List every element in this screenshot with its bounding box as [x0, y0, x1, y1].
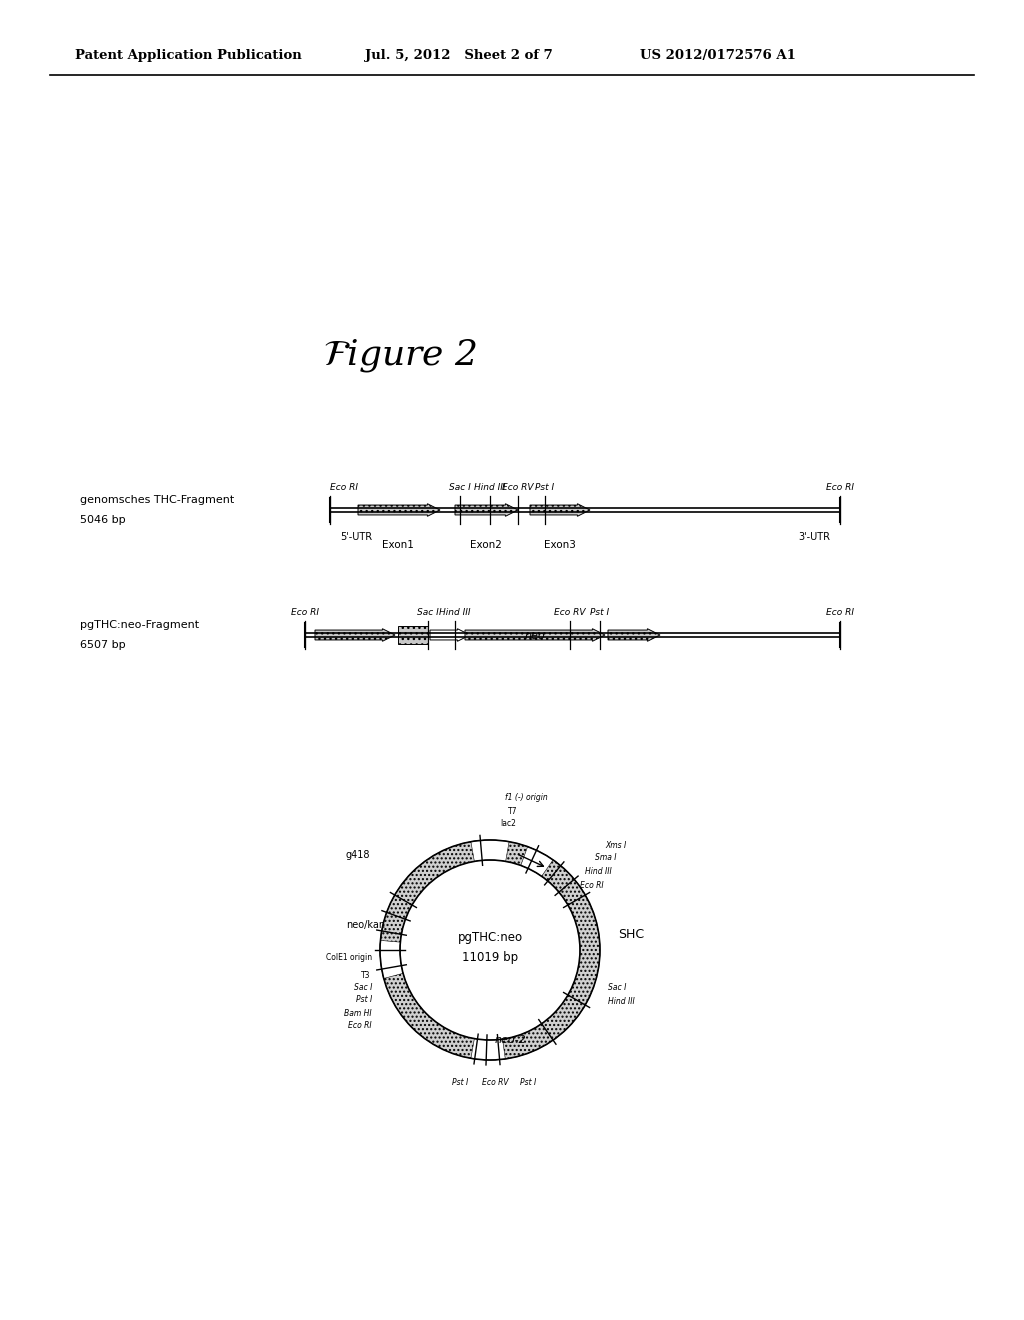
Text: Sma I: Sma I [595, 854, 616, 862]
Text: Pst I: Pst I [452, 1078, 468, 1086]
Text: pgTHC:neo: pgTHC:neo [458, 932, 522, 945]
Polygon shape [530, 504, 590, 516]
Text: g418: g418 [345, 850, 370, 861]
Text: Bam HI: Bam HI [344, 1008, 372, 1018]
Polygon shape [471, 840, 509, 862]
Text: Exon1: Exon1 [382, 540, 414, 550]
Polygon shape [430, 628, 470, 642]
Text: Pst I: Pst I [591, 609, 609, 616]
Text: Eco RV: Eco RV [554, 609, 586, 616]
Polygon shape [358, 504, 440, 516]
Text: Sac I: Sac I [450, 483, 471, 492]
Text: Eco RI: Eco RI [291, 609, 319, 616]
Text: US 2012/0172576 A1: US 2012/0172576 A1 [640, 49, 796, 62]
Text: neo-2: neo-2 [495, 1035, 526, 1045]
Text: 5'-UTR: 5'-UTR [340, 532, 372, 543]
Text: Eco RI: Eco RI [826, 483, 854, 492]
Text: $\mathcal{F}$igure 2: $\mathcal{F}$igure 2 [323, 337, 477, 374]
Text: 3'-UTR: 3'-UTR [798, 532, 830, 543]
Polygon shape [455, 504, 518, 516]
Text: neo: neo [524, 631, 546, 642]
Text: Xms I: Xms I [605, 841, 627, 850]
Text: Eco RI: Eco RI [580, 882, 603, 891]
Bar [398, 626, 428, 644]
Text: Patent Application Publication: Patent Application Publication [75, 49, 302, 62]
Text: Exon3: Exon3 [544, 540, 575, 550]
Text: Jul. 5, 2012   Sheet 2 of 7: Jul. 5, 2012 Sheet 2 of 7 [365, 49, 553, 62]
Text: Hind III: Hind III [474, 483, 506, 492]
Text: Sac I: Sac I [353, 983, 372, 993]
Text: Pst I: Pst I [520, 1078, 537, 1086]
Text: 5046 bp: 5046 bp [80, 515, 126, 525]
Text: ColE1 origin: ColE1 origin [326, 953, 372, 962]
Text: Eco RI: Eco RI [330, 483, 358, 492]
Text: Eco RV: Eco RV [502, 483, 534, 492]
Polygon shape [471, 1039, 505, 1060]
Text: Eco RV: Eco RV [481, 1078, 508, 1086]
Text: Sac I: Sac I [417, 609, 439, 616]
Polygon shape [608, 628, 660, 642]
Text: Pst I: Pst I [536, 483, 555, 492]
Text: SHC: SHC [618, 928, 644, 941]
Polygon shape [380, 840, 600, 1060]
Text: pgTHC:neo-Fragment: pgTHC:neo-Fragment [80, 620, 199, 630]
Text: Sac I: Sac I [608, 983, 627, 993]
Text: lac2: lac2 [500, 820, 516, 829]
Text: Hind III: Hind III [608, 998, 635, 1006]
Text: Hind III: Hind III [439, 609, 471, 616]
Polygon shape [465, 628, 605, 642]
Text: genomsches THC-Fragment: genomsches THC-Fragment [80, 495, 234, 506]
Text: Hind III: Hind III [585, 867, 611, 876]
Text: Exon2: Exon2 [470, 540, 502, 550]
Polygon shape [521, 846, 553, 876]
Text: Eco RI: Eco RI [826, 609, 854, 616]
Text: T3: T3 [360, 970, 370, 979]
Text: neo/kan: neo/kan [346, 920, 385, 931]
Text: T7: T7 [508, 808, 517, 817]
Text: Pst I: Pst I [355, 995, 372, 1005]
Text: 11019 bp: 11019 bp [462, 952, 518, 965]
Text: Eco RI: Eco RI [348, 1022, 372, 1031]
Polygon shape [315, 628, 395, 642]
Text: 6507 bp: 6507 bp [80, 640, 126, 649]
Polygon shape [380, 940, 403, 978]
Text: f1 (-) origin: f1 (-) origin [505, 793, 548, 803]
